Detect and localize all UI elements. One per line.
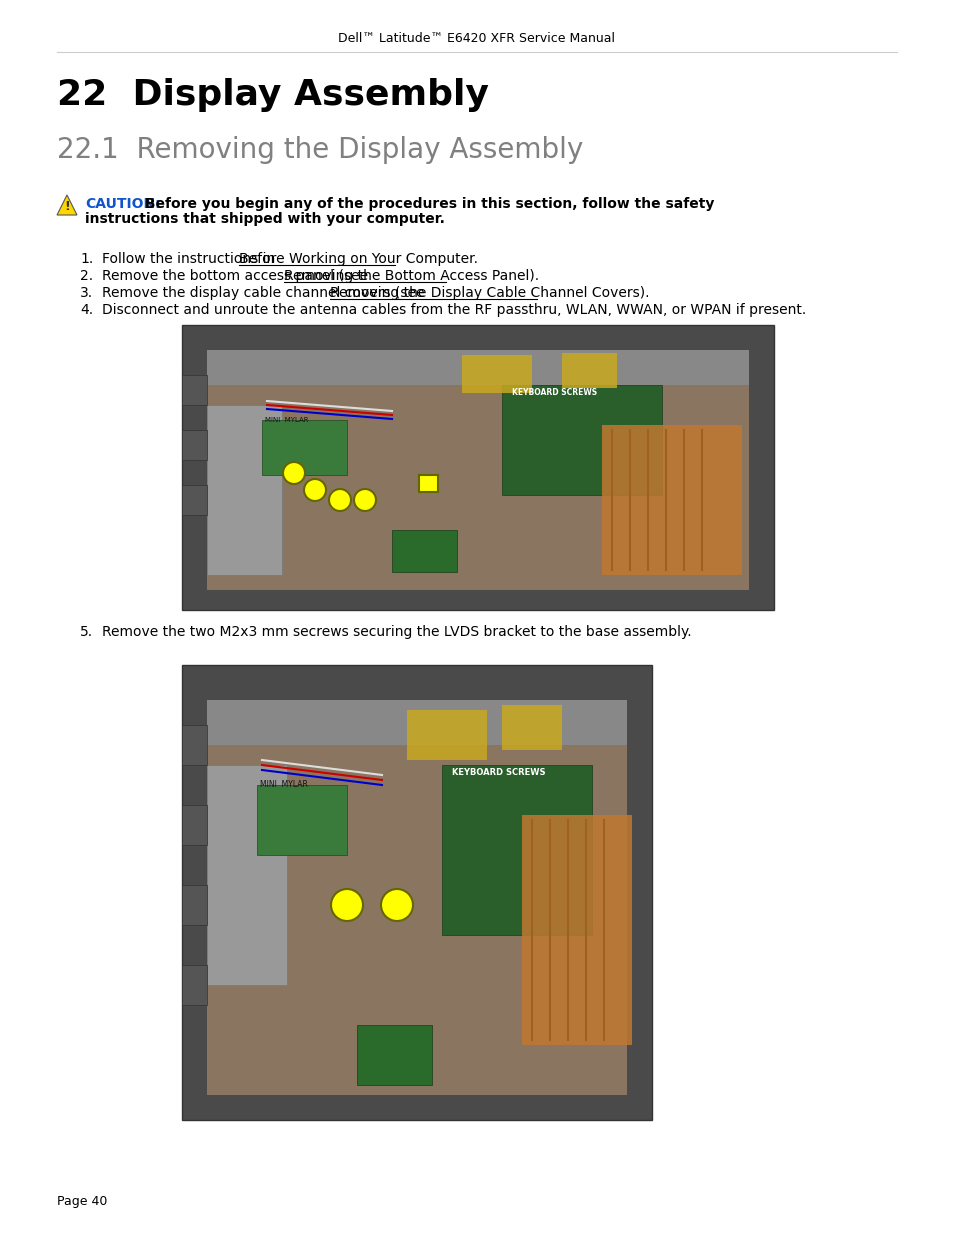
Bar — [207, 350, 748, 385]
Text: Before Working on Your Computer.: Before Working on Your Computer. — [238, 252, 477, 266]
Text: Remove the two M2x3 mm secrews securing the LVDS bracket to the base assembly.: Remove the two M2x3 mm secrews securing … — [102, 625, 691, 638]
Text: 2.: 2. — [80, 269, 93, 283]
Bar — [182, 805, 207, 845]
Text: 1.: 1. — [80, 252, 93, 266]
Text: Disconnect and unroute the antenna cables from the RF passthru, WLAN, WWAN, or W: Disconnect and unroute the antenna cable… — [102, 303, 805, 317]
Bar — [207, 700, 626, 745]
Text: MINI  MYLAR: MINI MYLAR — [260, 781, 308, 789]
Bar — [182, 325, 773, 610]
Bar — [207, 764, 287, 986]
Text: 22  Display Assembly: 22 Display Assembly — [57, 78, 488, 112]
Text: Removing the Bottom Access Panel).: Removing the Bottom Access Panel). — [284, 269, 538, 283]
Circle shape — [380, 889, 413, 921]
Text: Remove the bottom access panel (see: Remove the bottom access panel (see — [102, 269, 372, 283]
Text: CAUTION:: CAUTION: — [85, 198, 160, 211]
Circle shape — [329, 489, 351, 511]
Text: !: ! — [64, 200, 70, 214]
Circle shape — [304, 479, 326, 501]
Text: MINI  MYLAR: MINI MYLAR — [265, 417, 308, 424]
Text: Before you begin any of the procedures in this section, follow the safety: Before you begin any of the procedures i… — [140, 198, 714, 211]
Bar — [207, 405, 282, 576]
Bar — [207, 350, 748, 590]
Circle shape — [283, 462, 305, 484]
Polygon shape — [57, 195, 77, 215]
Text: 22.1  Removing the Display Assembly: 22.1 Removing the Display Assembly — [57, 136, 582, 164]
Circle shape — [331, 889, 363, 921]
Bar — [521, 815, 631, 1045]
Text: Remove the display cable channel covers (see: Remove the display cable channel covers … — [102, 287, 429, 300]
Text: KEYBOARD SCREWS: KEYBOARD SCREWS — [512, 388, 597, 396]
Text: Dell™ Latitude™ E6420 XFR Service Manual: Dell™ Latitude™ E6420 XFR Service Manual — [338, 32, 615, 44]
Bar — [418, 475, 437, 492]
Text: 4.: 4. — [80, 303, 93, 317]
Bar — [182, 965, 207, 1005]
Bar — [601, 425, 741, 576]
Text: Follow the instructions in: Follow the instructions in — [102, 252, 279, 266]
Bar — [256, 785, 347, 855]
Text: 5.: 5. — [80, 625, 93, 638]
Circle shape — [354, 489, 375, 511]
Bar — [182, 485, 207, 515]
Bar — [461, 354, 532, 393]
Bar — [262, 420, 347, 475]
Text: 3.: 3. — [80, 287, 93, 300]
Bar — [182, 725, 207, 764]
Text: Removing the Display Cable Channel Covers).: Removing the Display Cable Channel Cover… — [330, 287, 649, 300]
Bar — [561, 353, 617, 388]
Bar — [182, 430, 207, 459]
Bar — [501, 385, 661, 495]
Bar — [182, 885, 207, 925]
Text: KEYBOARD SCREWS: KEYBOARD SCREWS — [452, 768, 545, 777]
Bar — [182, 664, 651, 1120]
Bar — [501, 705, 561, 750]
Bar — [182, 375, 207, 405]
Bar — [207, 700, 626, 1095]
Bar — [407, 710, 486, 760]
Bar — [392, 530, 456, 572]
Text: Page 40: Page 40 — [57, 1195, 108, 1208]
Bar — [356, 1025, 432, 1086]
Bar — [441, 764, 592, 935]
Text: instructions that shipped with your computer.: instructions that shipped with your comp… — [85, 212, 444, 226]
